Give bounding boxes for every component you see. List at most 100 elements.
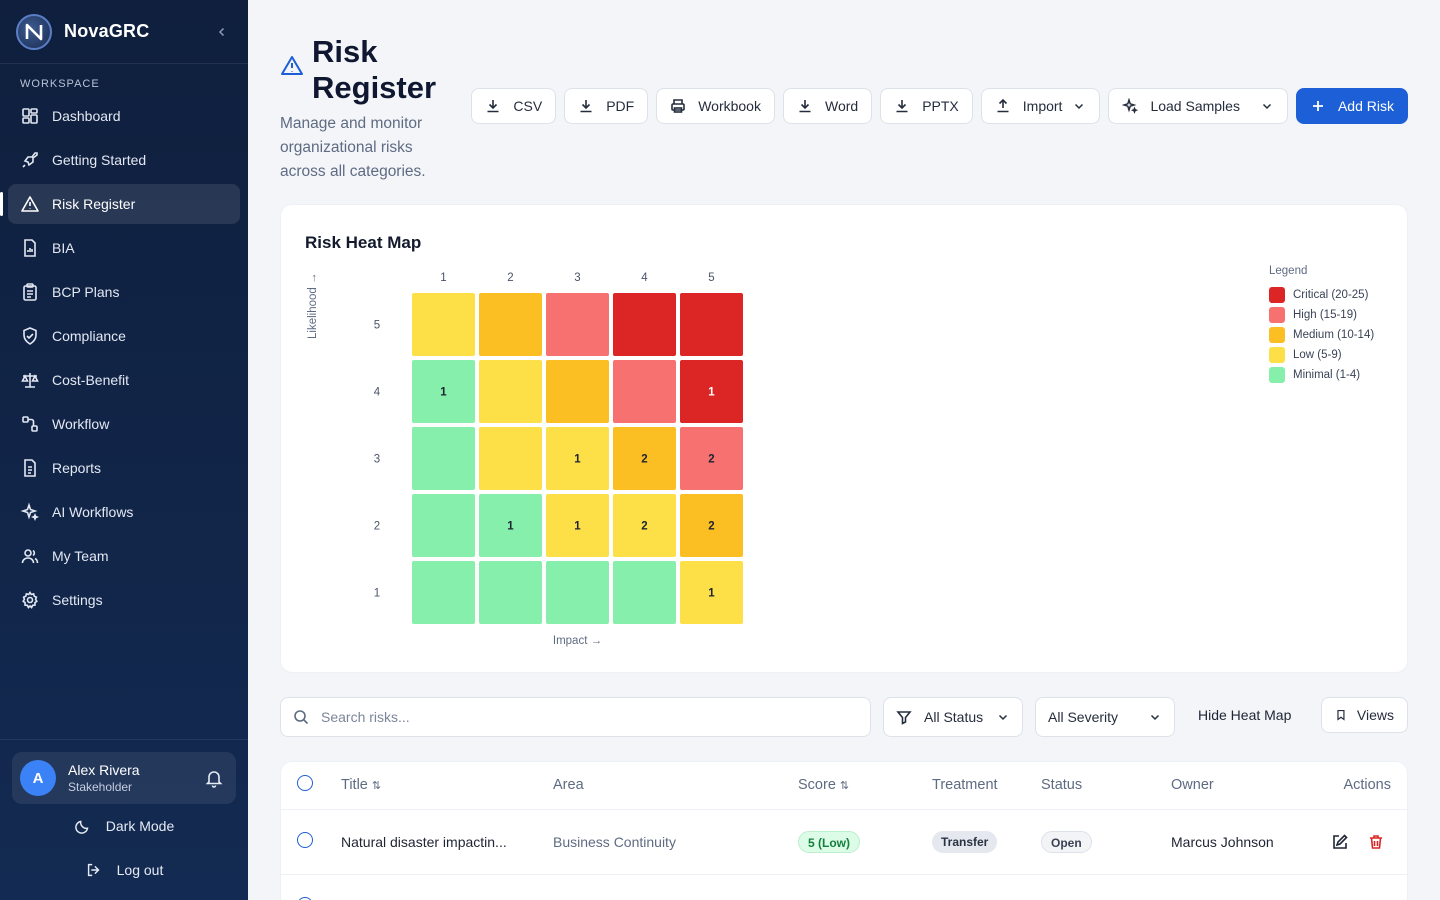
heatmap-cell-count: 1 <box>574 521 581 533</box>
page-subtitle: Manage and monitor organizational risks … <box>280 115 426 180</box>
search-box[interactable] <box>280 697 871 737</box>
printer-icon <box>671 99 686 113</box>
score-badge: 5 (Low) <box>798 830 860 853</box>
sidebar-item-label: Reports <box>52 460 102 476</box>
edit-icon[interactable] <box>1331 833 1349 851</box>
sidebar-section-label: WORKSPACE <box>20 78 100 90</box>
heatmap-cell-count: 1 <box>708 588 715 600</box>
column-score[interactable]: Score ⇅ <box>798 762 932 810</box>
heatmap-cell <box>680 360 743 423</box>
row-area: Business Continuity <box>553 809 798 875</box>
bookmark-icon <box>1337 709 1345 721</box>
export-word-button[interactable]: Word <box>782 88 873 124</box>
sidebar-item-risk-register[interactable]: Risk Register <box>0 184 240 224</box>
likelihood-tick-label: 5 <box>374 320 380 332</box>
sidebar-item-settings[interactable]: Settings <box>8 580 240 620</box>
legend-label: Low (5-9) <box>1293 349 1342 361</box>
dark-mode-toggle[interactable]: Dark Mode <box>12 804 236 848</box>
sidebar-item-dashboard[interactable]: Dashboard <box>8 96 240 136</box>
sidebar-item-my-team[interactable]: My Team <box>8 536 240 576</box>
sort-icon: ⇅ <box>371 780 382 793</box>
heatmap-cell <box>479 360 542 423</box>
search-icon <box>294 710 309 725</box>
user-card[interactable]: A Alex Rivera Stakeholder <box>12 752 236 804</box>
export-pptx-button[interactable]: PPTX <box>880 88 973 124</box>
heatmap-cell <box>412 427 475 490</box>
sparkles-icon <box>1122 98 1139 114</box>
bell-icon[interactable] <box>200 764 228 792</box>
export-csv-button[interactable]: CSV <box>471 88 557 124</box>
sidebar-item-label: Cost-Benefit <box>52 372 130 388</box>
sidebar-item-label: Settings <box>52 592 103 608</box>
export-pdf-button[interactable]: PDF <box>564 88 649 124</box>
report-icon <box>24 459 36 477</box>
hide-heatmap-button[interactable]: Hide Heat Map <box>1198 707 1292 723</box>
column-status: Status <box>1041 762 1171 810</box>
import-label: Import <box>1022 98 1063 114</box>
gear-icon <box>22 591 38 609</box>
likelihood-tick-label: 2 <box>374 521 380 533</box>
sidebar-footer: A Alex Rivera Stakeholder Dark Mode Log … <box>0 739 248 900</box>
sidebar-item-label: BCP Plans <box>52 284 120 300</box>
heatmap-grid: 1 2 3 4 5 5 4 3 2 1 1 1 1 2 2 1 1 2 2 1 Impact → <box>374 272 743 647</box>
rocket-icon <box>22 152 38 168</box>
trash-icon[interactable] <box>1367 833 1385 851</box>
add-risk-button[interactable]: Add Risk <box>1295 88 1408 124</box>
print-workbook-button[interactable]: Workbook <box>656 88 775 124</box>
sort-icon: ⇅ <box>839 780 850 793</box>
status-filter-select[interactable]: All Status <box>883 697 1023 737</box>
heatmap-cell-count: 2 <box>708 521 714 533</box>
heatmap-cell <box>412 360 475 423</box>
sidebar-item-compliance[interactable]: Compliance <box>8 316 240 356</box>
sidebar-item-workflow[interactable]: Workflow <box>8 404 240 444</box>
heatmap-cell-count: 1 <box>440 387 447 399</box>
sidebar-item-bcp-plans[interactable]: BCP Plans <box>8 272 240 312</box>
views-button[interactable]: Views <box>1321 697 1408 733</box>
row-treatment-cell: Transfer <box>932 809 1041 875</box>
export-word-label: Word <box>824 98 859 114</box>
column-area-label: Area <box>553 777 584 794</box>
heatmap-title: Risk Heat Map <box>305 233 422 252</box>
row-select-radio[interactable] <box>297 832 313 848</box>
sidebar-item-bia[interactable]: BIA <box>8 228 240 268</box>
column-title[interactable]: Title ⇅ <box>341 762 553 810</box>
load-samples-label: Load Samples <box>1150 98 1240 114</box>
table-row[interactable] <box>281 874 1407 900</box>
sidebar-item-reports[interactable]: Reports <box>8 448 240 488</box>
user-info: Alex Rivera Stakeholder <box>68 762 140 794</box>
toolbar: CSV PDF Workbook Word PPTX Import <box>471 88 1408 124</box>
sidebar-item-ai-workflows[interactable]: AI Workflows <box>8 492 240 532</box>
warning-icon <box>21 196 39 212</box>
sidebar-item-label: Risk Register <box>52 196 136 212</box>
risk-table: Title ⇅ Area Score ⇅ Treatment Status Owne… <box>281 762 1407 900</box>
row-title[interactable]: Natural disaster impactin... <box>341 809 553 875</box>
heatmap-cell-count: 2 <box>641 454 647 466</box>
legend-swatch <box>1269 287 1285 303</box>
row-select-cell <box>281 809 341 875</box>
column-actions-label: Actions <box>1343 777 1391 794</box>
legend-label: High (15-19) <box>1293 309 1357 321</box>
impact-tick-label: 4 <box>641 272 648 284</box>
sidebar-item-getting-started[interactable]: Getting Started <box>8 140 240 180</box>
severity-filter-select[interactable]: All Severity <box>1035 697 1175 737</box>
legend-swatch <box>1269 367 1285 383</box>
sidebar-item-cost-benefit[interactable]: Cost-Benefit <box>8 360 240 400</box>
heatmap-cell <box>412 293 475 356</box>
column-score-label: Score <box>798 777 836 794</box>
sidebar-item-label: My Team <box>52 548 109 564</box>
app-logo-icon[interactable] <box>16 13 52 50</box>
risk-table-card: Title ⇅ Area Score ⇅ Treatment Status Owne… <box>280 761 1408 900</box>
import-dropdown[interactable]: Import <box>980 88 1101 124</box>
row-status-cell: Open <box>1041 809 1171 875</box>
heatmap-cell-count: 1 <box>574 454 581 466</box>
table-row[interactable]: Natural disaster impactin... Business Co… <box>281 809 1407 875</box>
title-block: Risk Register Manage and monitor organiz… <box>280 34 470 184</box>
legend-label: Minimal (1-4) <box>1293 369 1361 381</box>
scale-icon <box>21 373 39 388</box>
row-score-cell: 5 (Low) <box>798 809 932 875</box>
load-samples-dropdown[interactable]: Load Samples <box>1108 88 1288 124</box>
select-all-radio[interactable] <box>297 775 313 792</box>
logout-button[interactable]: Log out <box>12 848 236 892</box>
search-input[interactable] <box>321 709 821 725</box>
collapse-sidebar-icon[interactable] <box>212 22 232 42</box>
